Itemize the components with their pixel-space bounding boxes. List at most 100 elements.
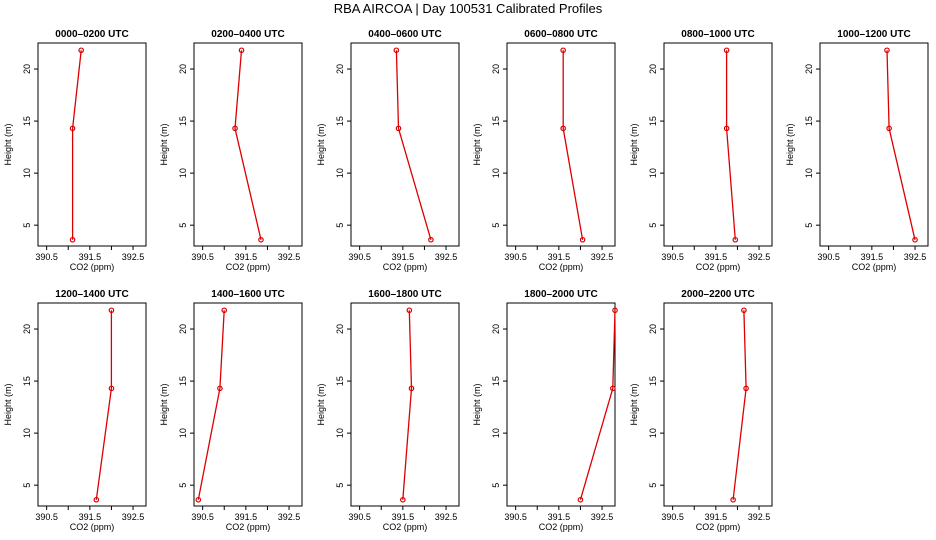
y-tick-label: 10 (178, 428, 188, 438)
x-tick-label: 390.5 (348, 252, 371, 262)
y-tick-label: 15 (491, 116, 501, 126)
x-tick-label: 392.5 (904, 252, 927, 262)
y-axis-label: Height (m) (472, 123, 482, 165)
x-tick-label: 392.5 (591, 252, 614, 262)
panel-10: 1800–2000 UTC 390.5 391.5 392.5 5 10 15 20 CO2 (… (472, 289, 617, 532)
y-tick-label: 10 (178, 168, 188, 178)
x-tick-label: 390.5 (348, 512, 371, 522)
y-tick-label: 15 (648, 116, 658, 126)
panel-2: 0200–0400 UTC 390.5 391.5 392.5 5 10 15 20 CO2 (… (159, 29, 302, 272)
y-tick-label: 20 (335, 324, 345, 334)
panel-title: 0800–1000 UTC (681, 29, 754, 40)
y-tick-label: 5 (648, 223, 658, 228)
profile-line (733, 310, 746, 500)
x-axis-label: CO2 (ppm) (383, 262, 428, 272)
y-tick-label: 10 (648, 168, 658, 178)
x-tick-label: 390.5 (191, 252, 214, 262)
x-axis-label: CO2 (ppm) (539, 522, 584, 532)
plot-frame (507, 43, 615, 246)
panel-4: 0600–0800 UTC 390.5 391.5 392.5 5 10 15 20 CO2 (… (472, 29, 615, 272)
x-axis-label: CO2 (ppm) (539, 262, 584, 272)
x-tick-label: 390.5 (504, 252, 527, 262)
profile-line (96, 310, 111, 500)
x-axis-label: CO2 (ppm) (852, 262, 897, 272)
profile-line (727, 50, 736, 240)
x-tick-label: 392.5 (435, 252, 458, 262)
y-tick-label: 15 (804, 116, 814, 126)
y-tick-label: 15 (335, 376, 345, 386)
y-axis-label: Height (m) (316, 383, 326, 425)
x-tick-label: 392.5 (748, 512, 771, 522)
x-tick-label: 391.5 (235, 252, 258, 262)
y-tick-label: 5 (491, 223, 501, 228)
panel-title: 1800–2000 UTC (524, 289, 597, 300)
profile-line (403, 310, 412, 500)
x-tick-label: 392.5 (122, 512, 145, 522)
panel-title: 1000–1200 UTC (837, 29, 910, 40)
x-axis-label: CO2 (ppm) (226, 522, 271, 532)
y-tick-label: 15 (178, 376, 188, 386)
y-tick-label: 20 (648, 64, 658, 74)
y-tick-label: 10 (335, 428, 345, 438)
y-axis-label: Height (m) (3, 383, 13, 425)
profile-line (563, 50, 582, 240)
y-tick-label: 15 (22, 116, 32, 126)
x-tick-label: 391.5 (235, 512, 258, 522)
panel-7: 1200–1400 UTC390.5 391.5 392.55101520CO2 (… (3, 289, 146, 532)
panel-title: 1600–1800 UTC (368, 289, 441, 300)
y-tick-label: 20 (22, 64, 32, 74)
panel-title: 0600–0800 UTC (524, 29, 597, 40)
y-tick-label: 5 (178, 223, 188, 228)
panel-8: 1400–1600 UTC 390.5 391.5 392.5 5 10 15 20 CO2 (… (159, 289, 302, 532)
x-tick-label: 391.5 (861, 252, 884, 262)
y-tick-label: 10 (22, 168, 32, 178)
panel-title: 1200–1400 UTC (55, 289, 128, 300)
plot-frame (507, 303, 615, 506)
x-tick-label: 391.5 (79, 512, 102, 522)
x-tick-label: 390.5 (661, 252, 684, 262)
y-tick-label: 15 (335, 116, 345, 126)
y-tick-label: 20 (22, 324, 32, 334)
y-tick-label: 10 (22, 428, 32, 438)
y-tick-label: 10 (335, 168, 345, 178)
y-axis-label: Height (m) (316, 123, 326, 165)
figure-title: RBA AIRCOA | Day 100531 Calibrated Profi… (334, 1, 603, 16)
y-axis-label: Height (m) (159, 383, 169, 425)
y-tick-label: 5 (22, 483, 32, 488)
y-tick-label: 20 (335, 64, 345, 74)
plot-frame (38, 43, 146, 246)
panels-group: 0000–0200 UTC 390.5 391.5 392.5 5 10 15 20 CO2 (… (3, 29, 928, 532)
profile-line (73, 50, 82, 240)
y-tick-label: 20 (804, 64, 814, 74)
y-tick-label: 5 (335, 483, 345, 488)
y-tick-label: 20 (491, 324, 501, 334)
y-tick-label: 10 (491, 428, 501, 438)
x-axis-label: CO2 (ppm) (696, 522, 741, 532)
y-tick-label: 5 (804, 223, 814, 228)
y-tick-label: 5 (335, 223, 345, 228)
x-tick-label: 391.5 (705, 252, 728, 262)
panel-title: 0200–0400 UTC (211, 29, 284, 40)
y-tick-label: 20 (178, 324, 188, 334)
x-tick-label: 390.5 (191, 512, 214, 522)
y-tick-label: 20 (491, 64, 501, 74)
y-tick-label: 20 (178, 64, 188, 74)
y-axis-label: Height (m) (629, 383, 639, 425)
x-axis-label: CO2 (ppm) (696, 262, 741, 272)
y-axis-label: Height (m) (629, 123, 639, 165)
profile-line (198, 310, 224, 500)
x-tick-label: 390.5 (35, 252, 58, 262)
panel-title: 0000–0200 UTC (55, 29, 128, 40)
x-tick-label: 391.5 (79, 252, 102, 262)
x-tick-label: 391.5 (392, 512, 415, 522)
x-axis-label: CO2 (ppm) (70, 522, 115, 532)
y-axis-label: Height (m) (472, 383, 482, 425)
profile-line (580, 310, 615, 500)
x-tick-label: 392.5 (748, 252, 771, 262)
profile-line (887, 50, 915, 240)
y-axis-label: Height (m) (3, 123, 13, 165)
panel-3: 0400–0600 UTC390.5 391.5 392.55101520CO2 (… (316, 29, 459, 272)
plot-frame (664, 303, 772, 506)
x-tick-label: 391.5 (705, 512, 728, 522)
